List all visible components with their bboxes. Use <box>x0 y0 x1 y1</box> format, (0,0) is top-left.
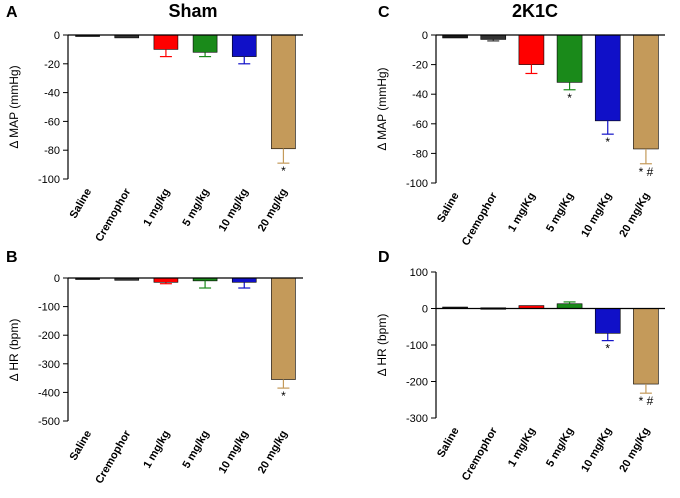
y-tick-label: 0 <box>422 304 428 316</box>
y-tick-label: -20 <box>412 60 428 72</box>
bar <box>556 303 583 309</box>
panel-a: A Δ MAP (mmHg) 0 -20 -40 -60 -80 -100 * Saline Cre… <box>6 4 303 244</box>
y-tick-label: -20 <box>44 59 60 71</box>
x-tick-label: 5 mg/kg <box>181 187 212 229</box>
y-tick-label: 0 <box>422 30 428 42</box>
y-axis-label: Δ MAP (mmHg) <box>7 65 21 148</box>
bar <box>556 34 583 83</box>
x-tick-label: Cremophor <box>93 428 133 486</box>
y-tick-label: -300 <box>406 413 428 425</box>
y-tick-label: 0 <box>54 273 60 285</box>
x-tick-label: Saline <box>435 426 462 460</box>
x-tick-label: 10 mg/Kg <box>579 426 614 475</box>
x-tick-label: Cremophor <box>460 190 500 248</box>
significance-label: * # <box>639 165 654 179</box>
y-tick-label: -300 <box>38 359 60 371</box>
bar <box>594 34 621 122</box>
y-tick-label: 0 <box>54 30 60 42</box>
y-axis-label: Δ HR (bpm) <box>7 319 21 382</box>
y-tick-label: -100 <box>38 302 60 314</box>
panel-c: C Δ MAP (mmHg) 0 -20 -40 -60 -80 -100 * * * # Salin… <box>375 4 665 248</box>
x-tick-label: 1 mg/Kg <box>506 191 538 235</box>
panel-b: B Δ HR (bpm) 0 -100 -200 -300 -400 -500 * Saline C… <box>6 249 303 486</box>
y-tick-label: -200 <box>38 330 60 342</box>
y-tick-label: -40 <box>412 89 428 101</box>
bar <box>271 34 296 150</box>
x-tick-label: 20 mg/Kg <box>617 191 652 240</box>
x-tick-label: 20 mg/kg <box>256 187 290 234</box>
x-tick-label: 1 mg/kg <box>141 187 172 229</box>
y-tick-label: -40 <box>44 88 60 100</box>
y-axis-label: Δ MAP (mmHg) <box>375 67 389 150</box>
bar <box>271 277 296 380</box>
significance-label: * <box>281 389 286 403</box>
significance-label: * <box>281 164 286 178</box>
x-tick-label: Saline <box>68 429 95 463</box>
bar <box>480 34 507 40</box>
x-tick-label: 10 mg/Kg <box>579 191 614 240</box>
panel-letter: C <box>378 4 390 21</box>
x-tick-label: 20 mg/Kg <box>617 426 652 475</box>
bar <box>518 34 545 65</box>
x-tick-label: 10 mg/kg <box>217 429 251 476</box>
panel-d: D Δ HR (bpm) 100 0 -100 -200 -300 * * # SalineCre… <box>375 249 665 483</box>
x-tick-label: Cremophor <box>460 425 500 483</box>
x-tick-label: 5 mg/Kg <box>544 426 576 470</box>
significance-label: * # <box>639 394 654 408</box>
y-tick-label: -100 <box>406 178 428 190</box>
bar <box>153 277 179 283</box>
significance-label: * <box>605 342 610 356</box>
bar <box>633 34 659 150</box>
y-tick-label: -500 <box>38 416 60 428</box>
bar <box>192 34 218 53</box>
significance-label: * <box>567 91 572 105</box>
y-tick-label: -80 <box>44 145 60 157</box>
panel-letter: D <box>378 249 390 266</box>
bar <box>231 34 257 57</box>
y-axis-label: Δ HR (bpm) <box>375 314 389 377</box>
significance-label: * <box>605 135 610 149</box>
y-tick-label: -60 <box>412 119 428 131</box>
y-tick-label: -400 <box>38 387 60 399</box>
x-tick-label: 20 mg/kg <box>256 429 290 476</box>
y-tick-label: 100 <box>410 267 428 279</box>
title-2k1c: 2K1C <box>512 1 558 21</box>
bar <box>594 308 621 334</box>
y-tick-label: -200 <box>406 377 428 389</box>
title-sham: Sham <box>168 1 217 21</box>
bar <box>633 308 659 385</box>
panel-letter: B <box>6 249 18 266</box>
bar <box>153 34 179 50</box>
panel-letter: A <box>6 4 18 21</box>
x-tick-label: 5 mg/kg <box>181 429 212 471</box>
x-tick-label: 1 mg/Kg <box>506 426 538 470</box>
y-tick-label: -80 <box>412 148 428 160</box>
y-tick-label: -60 <box>44 116 60 128</box>
y-tick-label: -100 <box>406 340 428 352</box>
x-tick-label: 10 mg/kg <box>217 187 251 234</box>
x-tick-label: 5 mg/Kg <box>544 191 576 235</box>
bar <box>231 277 257 283</box>
x-tick-label: Cremophor <box>93 186 133 244</box>
x-tick-label: Saline <box>435 191 462 225</box>
x-tick-label: 1 mg/kg <box>141 429 172 471</box>
x-tick-label: Saline <box>68 187 95 221</box>
y-tick-label: -100 <box>38 174 60 186</box>
